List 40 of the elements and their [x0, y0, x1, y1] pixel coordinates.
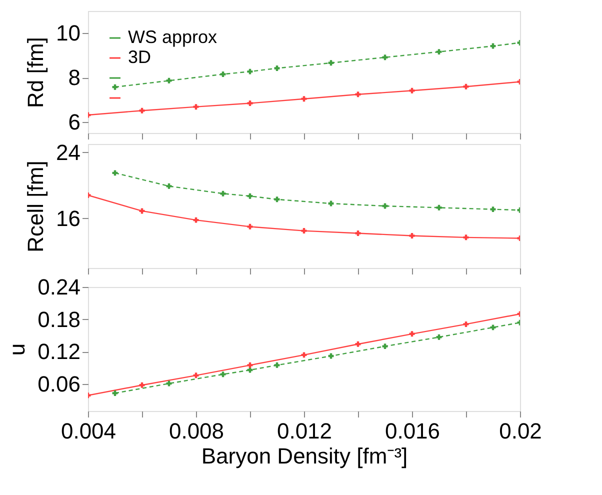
x-axis-title: Baryon Density [fm⁻³] [201, 444, 408, 468]
point [490, 206, 496, 212]
line-series [88, 192, 520, 241]
x-tick-label: 0.008 [168, 418, 224, 444]
x-tick-label: 0.016 [384, 418, 440, 444]
point [463, 321, 469, 327]
point [409, 233, 415, 238]
y-tick-label: 0.12 [38, 339, 80, 364]
y-tick-label: 8 [68, 65, 80, 90]
y-tick-label: 0.24 [38, 274, 80, 300]
y-tick-label: 16 [56, 206, 80, 231]
point [436, 49, 442, 55]
x-tick-label: 0.004 [60, 418, 116, 444]
y-axis-title: Rd [fm] [23, 37, 48, 108]
y-axis-title: u [4, 343, 30, 356]
x-tick-label: 0.012 [276, 418, 332, 444]
y-tick-label: 10 [56, 20, 80, 46]
point [355, 230, 361, 236]
point [247, 362, 253, 368]
point [220, 372, 226, 378]
y-tick-label: 6 [68, 109, 80, 134]
line-series [88, 79, 520, 118]
y-axis-title: Rcell [fm] [23, 160, 48, 252]
point [247, 224, 253, 230]
point [220, 71, 226, 77]
y-tick-label: 0.06 [38, 372, 80, 397]
y-tick-label: 0.18 [38, 306, 80, 332]
point [166, 183, 172, 189]
point [382, 344, 388, 350]
point [112, 390, 118, 396]
point [301, 96, 307, 102]
legend-label: 3D [128, 47, 152, 67]
point [301, 228, 307, 234]
point [274, 362, 280, 368]
x-tick-label: 0.02 [499, 418, 542, 444]
point [274, 65, 280, 71]
point [193, 104, 199, 110]
point [247, 100, 253, 106]
y-tick-label: 24 [56, 140, 80, 165]
legend-label: WS approx [128, 27, 218, 47]
